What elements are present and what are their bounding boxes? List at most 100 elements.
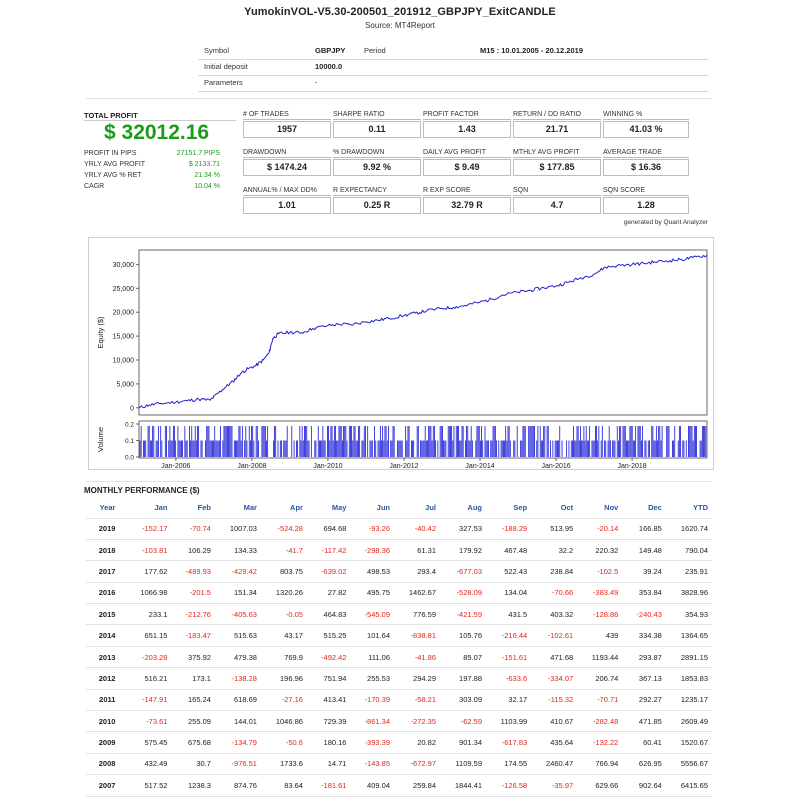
month-cell: -203.28 bbox=[125, 645, 172, 668]
month-cell: -545.09 bbox=[350, 603, 394, 625]
month-cell: -240.43 bbox=[622, 603, 666, 625]
month-cell: -179.04 bbox=[394, 795, 440, 800]
monthly-performance-table: Year Jan Feb Mar Apr May Jun Jul Aug Sep Oct Nov Dec… bbox=[86, 498, 712, 800]
month-cell: -128.86 bbox=[577, 603, 623, 625]
month-cell: 30.7 bbox=[171, 752, 215, 775]
month-cell: 233.1 bbox=[125, 603, 172, 625]
year-cell: 2017 bbox=[86, 560, 126, 583]
month-cell: -62.59 bbox=[440, 710, 486, 732]
table-row: 2014 651.15 -183.47 515.63 43.17 515.25 101.64… bbox=[86, 624, 712, 647]
month-cell: -134.79 bbox=[214, 731, 261, 754]
month-cell: 874.76 bbox=[214, 774, 261, 797]
month-cell: 516.21 bbox=[125, 667, 172, 690]
metric-sqn: SQN 4.7 bbox=[513, 186, 601, 214]
month-cell: -528.09 bbox=[440, 581, 486, 604]
month-cell: -861.34 bbox=[350, 710, 394, 732]
y-tick-label: 30,000 bbox=[113, 262, 135, 269]
month-cell: 464.83 bbox=[306, 603, 351, 625]
metric-return-dd: RETURN / DD RATIO 21.71 bbox=[513, 110, 601, 138]
month-cell: 60.41 bbox=[622, 731, 666, 754]
metric-daily-avg: DAILY AVG PROFIT $ 9.49 bbox=[423, 148, 511, 176]
month-cell: 61.31 bbox=[394, 538, 440, 561]
month-cell: 1462.67 bbox=[394, 581, 440, 604]
month-cell: 439 bbox=[577, 624, 623, 647]
month-cell: 471.68 bbox=[531, 645, 578, 668]
equity-chart: 0 5,000 10,000 15,000 20,000 25,000 30,000 Equi… bbox=[96, 249, 708, 470]
month-cell: -40.42 bbox=[394, 517, 440, 540]
month-cell: 149.48 bbox=[622, 538, 666, 561]
stat-value: 27151.7 PIPS bbox=[176, 150, 220, 157]
ytd-cell: 790.04 bbox=[665, 538, 712, 561]
x-tick-label: Jan-2016 bbox=[541, 463, 570, 469]
month-cell: -35.97 bbox=[531, 774, 578, 797]
month-cell: -50.6 bbox=[260, 731, 307, 754]
ytd-cell: 1853.83 bbox=[665, 667, 712, 690]
metric-trades: # OF TRADES 1957 bbox=[243, 110, 331, 138]
month-cell: 255.09 bbox=[171, 710, 215, 732]
month-cell: -126.58 bbox=[486, 774, 532, 797]
stat-value: $ 2133.71 bbox=[188, 161, 220, 168]
ytd-cell: 5556.67 bbox=[665, 752, 712, 775]
metric-sqn-score: SQN SCORE 1.28 bbox=[603, 186, 689, 214]
month-cell: -765.66 bbox=[214, 795, 261, 800]
ytd-cell: 1620.74 bbox=[665, 517, 712, 540]
y-tick-label: 20,000 bbox=[113, 310, 135, 317]
strategy-parameters: Symbol GBPJPY Period M15 : 10.01.2005 - … bbox=[198, 44, 708, 92]
monthly-performance-title: MONTHLY PERFORMANCE ($) bbox=[84, 486, 200, 495]
month-cell: 105.76 bbox=[440, 624, 486, 647]
month-cell: 95.76 bbox=[260, 795, 307, 800]
year-cell: 2008 bbox=[86, 752, 126, 775]
y-tick-label: 5,000 bbox=[116, 381, 134, 388]
month-cell: 694.68 bbox=[306, 517, 351, 540]
stat-label: CAGR bbox=[84, 183, 105, 190]
deposit-value: 10000.0 bbox=[315, 62, 343, 71]
month-cell: 43.17 bbox=[260, 624, 307, 647]
y-tick-label: 15,000 bbox=[113, 334, 135, 341]
stat-label: PROFIT IN PIPS bbox=[84, 150, 137, 157]
month-cell: -334.07 bbox=[531, 667, 578, 690]
table-row: 2016 1066.98 -201.5 151.34 1320.26 27.82 495.7… bbox=[86, 581, 712, 604]
volume-bars bbox=[139, 426, 707, 457]
year-cell: 2007 bbox=[86, 774, 126, 797]
month-cell: 353.84 bbox=[622, 581, 666, 604]
month-cell: -524.28 bbox=[260, 517, 307, 540]
month-cell: 803.75 bbox=[260, 560, 307, 583]
ytd-cell: 235.91 bbox=[665, 560, 712, 583]
table-row: 2013 -203.28 375.92 479.38 769.9 -492.42 111.0… bbox=[86, 645, 712, 668]
month-cell: -216.44 bbox=[486, 624, 532, 647]
month-cell: -405.63 bbox=[214, 603, 261, 625]
month-cell: -70.71 bbox=[577, 688, 623, 711]
month-cell: -489.93 bbox=[171, 560, 215, 583]
month-cell: -383.49 bbox=[577, 581, 623, 604]
month-cell: 515.25 bbox=[306, 624, 351, 647]
month-cell: 423.36 bbox=[171, 795, 215, 800]
table-row: 2009 575.45 675.68 -134.79 -50.6 180.16 -393.3… bbox=[86, 731, 712, 754]
symbol-label: Symbol bbox=[204, 46, 230, 55]
month-cell: 495.75 bbox=[350, 581, 394, 604]
month-cell: 435.64 bbox=[531, 731, 578, 754]
month-cell: 134.33 bbox=[214, 538, 261, 561]
table-row: 2011 -147.91 165.24 618.69 -27.16 413.41 -170.… bbox=[86, 688, 712, 711]
month-cell: -132.22 bbox=[577, 731, 623, 754]
month-cell: -838.81 bbox=[394, 624, 440, 647]
section-divider bbox=[86, 481, 712, 482]
month-cell: -138.28 bbox=[214, 667, 261, 690]
month-cell: 651.15 bbox=[125, 624, 172, 647]
month-cell: 618.69 bbox=[214, 688, 261, 711]
month-cell: 498.53 bbox=[350, 560, 394, 583]
year-cell: 2011 bbox=[86, 688, 126, 711]
month-cell: 769.9 bbox=[260, 645, 307, 668]
month-cell: 85.07 bbox=[440, 645, 486, 668]
month-cell: -93.26 bbox=[350, 517, 394, 540]
metric-r-exp-score: R EXP SCORE 32.79 R bbox=[423, 186, 511, 214]
month-cell: -633.6 bbox=[486, 667, 532, 690]
table-row: 2007 517.52 1238.3 874.76 83.64 -181.61 409.04… bbox=[86, 774, 712, 797]
month-cell: -27.16 bbox=[260, 688, 307, 711]
year-cell: 2019 bbox=[86, 517, 126, 540]
period-label: Period bbox=[364, 46, 386, 55]
section-divider bbox=[86, 98, 712, 99]
column-header-apr: Apr bbox=[290, 503, 303, 513]
table-row: 20068.79423.36-765.6695.76-401.85610.58-… bbox=[86, 795, 712, 800]
month-cell: 626.95 bbox=[622, 752, 666, 775]
month-cell: -131.56 bbox=[531, 795, 578, 800]
